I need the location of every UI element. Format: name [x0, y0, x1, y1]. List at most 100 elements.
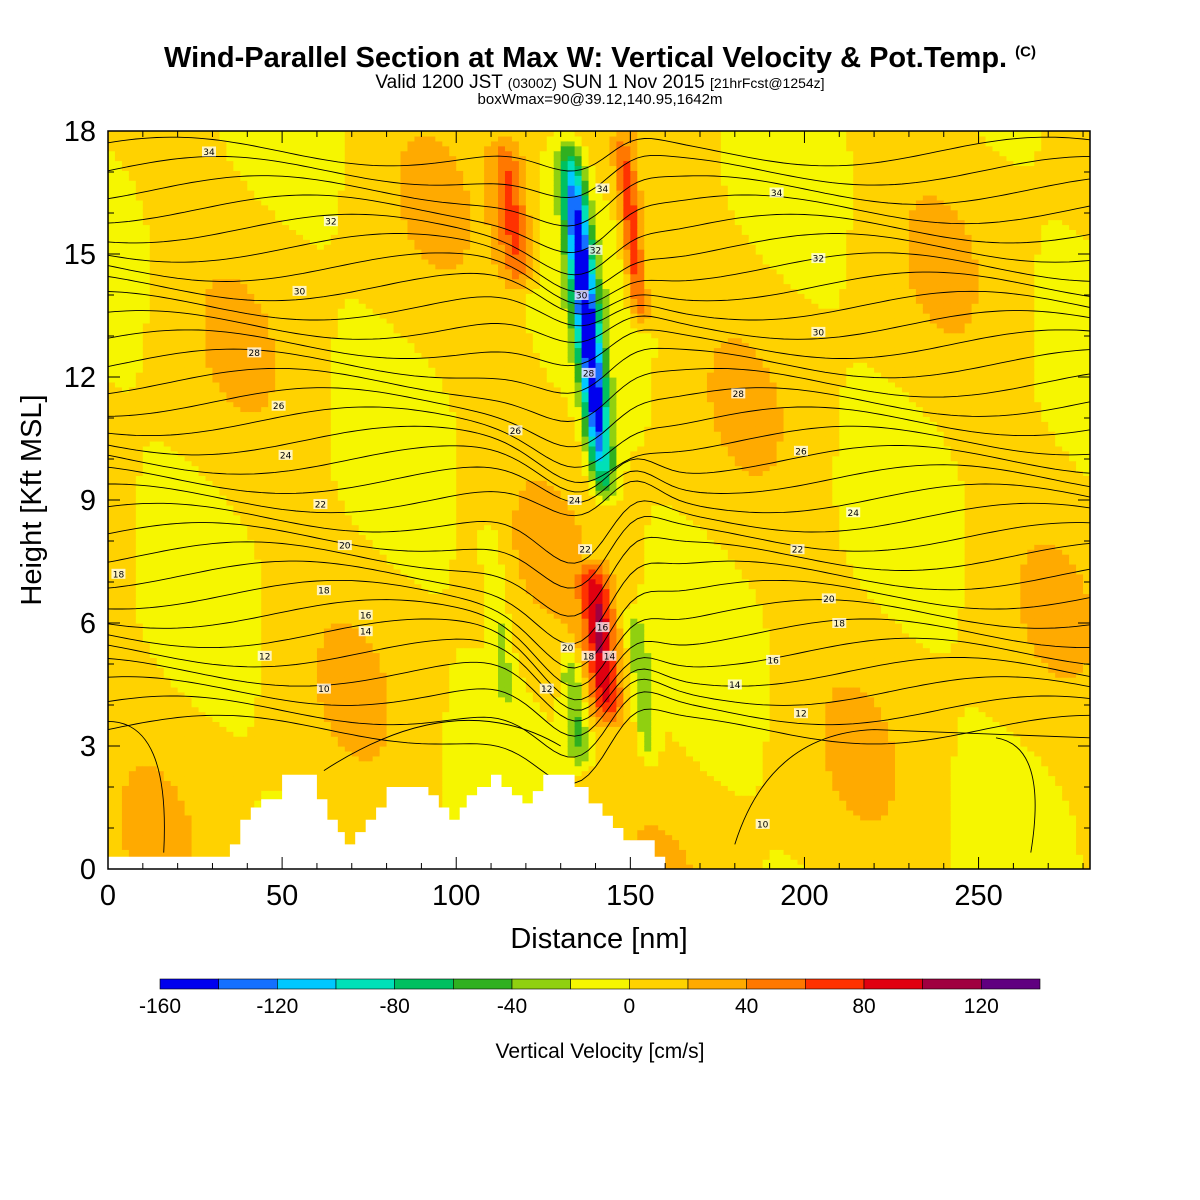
colorbar-tick-label: -40 [497, 995, 527, 1018]
theta-contour-line [323, 719, 561, 771]
contour-label-bg [539, 683, 554, 694]
colorbar-tick-label: -120 [256, 995, 298, 1018]
contour-label: 24 [280, 451, 292, 461]
theta-contour-line [108, 691, 1090, 758]
contour-label: 24 [569, 497, 581, 507]
contour-label-bg [358, 609, 373, 620]
y-tick-label: 6 [80, 608, 96, 640]
y-tick-label: 3 [80, 731, 96, 763]
theta-contour-line [108, 618, 1090, 701]
contour-label: 22 [792, 546, 803, 556]
contour-label-bg [793, 445, 808, 456]
x-tick-label: 0 [100, 880, 116, 912]
contour-label-bg [337, 540, 352, 551]
theta-contour-line [995, 737, 1036, 853]
chart-subtitle-small: boxWmax=90@39.12,140.95,1642m [0, 91, 1200, 108]
theta-contour-line [108, 536, 1090, 617]
contour-label-bg [766, 654, 781, 665]
colorbar-tick-label: 40 [735, 995, 758, 1018]
contour-label: 10 [757, 820, 769, 830]
contour-label: 14 [604, 652, 616, 662]
colorbar-swatch [922, 978, 982, 990]
colorbar-swatch [453, 978, 513, 990]
contour-label: 28 [733, 390, 745, 400]
contour-label-bg [811, 253, 826, 264]
contour-label: 12 [259, 652, 270, 662]
y-tick-label: 9 [80, 485, 96, 517]
contour-label-bg [769, 187, 784, 198]
contour-label: 10 [318, 685, 330, 695]
theta-contour-line [108, 599, 1090, 688]
contour-label: 18 [318, 587, 330, 597]
contour-label: 32 [813, 255, 824, 265]
x-tick-label: 250 [954, 880, 1002, 912]
contour-label: 26 [795, 447, 807, 457]
contour-label: 32 [325, 218, 336, 228]
theta-contour-line [108, 290, 1090, 327]
theta-contour-line [108, 406, 1090, 468]
contour-label: 12 [541, 685, 552, 695]
theta-contour-line [108, 500, 1090, 564]
contour-label-bg [595, 183, 610, 194]
contour-label-bg [201, 146, 216, 157]
contour-label-bg [790, 544, 805, 555]
contour-label-bg [313, 499, 328, 510]
chart-subtitle: Valid 1200 JST (0300Z) SUN 1 Nov 2015 [2… [0, 72, 1200, 94]
theta-contour-line [108, 656, 1090, 722]
chart-title: Wind-Parallel Section at Max W: Vertical… [0, 42, 1200, 75]
colorbar-swatch [218, 978, 278, 990]
colorbar-swatch [277, 978, 337, 990]
colorbar-swatch [981, 978, 1041, 990]
theta-contour-line [108, 720, 165, 853]
contour-label-bg [271, 400, 286, 411]
colorbar-tick-label: 120 [964, 995, 999, 1018]
contour-label: 18 [583, 652, 595, 662]
x-tick-label: 200 [780, 880, 828, 912]
contour-label-bg [508, 425, 523, 436]
x-tick-label: 100 [432, 880, 480, 912]
contour-label-bg [755, 818, 770, 829]
theta-contour-line [108, 367, 1090, 422]
terrain-mask [108, 774, 1090, 869]
theta-contour-line [108, 637, 1090, 711]
contour-label-bg [602, 650, 617, 661]
y-axis-label: Height [Kft MSL] [16, 394, 48, 605]
theta-contour-line [108, 708, 1090, 784]
colorbar-swatch [863, 978, 923, 990]
colorbar-swatch [570, 978, 630, 990]
contour-label-bg [316, 585, 331, 596]
contour-label: 34 [771, 189, 783, 199]
x-axis-label: Distance [nm] [510, 923, 687, 955]
contour-label-bg [560, 642, 575, 653]
colorbar-swatch [159, 978, 219, 990]
theta-contour-line [108, 347, 1090, 394]
contour-label: 28 [249, 349, 261, 359]
contour-label: 20 [339, 542, 351, 552]
contour-label-bg [323, 216, 338, 227]
x-tick-label: 50 [266, 880, 298, 912]
contour-label: 28 [583, 369, 595, 379]
w-field-layer [108, 131, 1090, 869]
colorbar-tick-label: -80 [379, 995, 409, 1018]
contour-label-bg [358, 626, 373, 637]
contour-label-bg [727, 679, 742, 690]
y-tick-label: 15 [64, 239, 96, 271]
contour-label-bg [832, 618, 847, 628]
contour-label-bg [574, 290, 589, 300]
theta-contour-line [108, 676, 1090, 737]
contour-label: 26 [273, 402, 285, 412]
contour-label: 34 [597, 185, 609, 195]
colorbar-swatch [746, 978, 806, 990]
contour-label: 16 [597, 624, 609, 634]
theta-contour-line [108, 310, 1090, 343]
contour-label: 34 [203, 148, 215, 158]
colorbar-swatch [687, 978, 747, 990]
contour-label: 16 [360, 611, 372, 621]
contour-label-bg [257, 650, 272, 661]
theta-contours [108, 136, 1090, 853]
contour-label-bg [731, 388, 746, 399]
theta-contour-line [108, 213, 1090, 276]
contour-label: 18 [834, 620, 846, 630]
contour-label: 16 [767, 656, 779, 666]
